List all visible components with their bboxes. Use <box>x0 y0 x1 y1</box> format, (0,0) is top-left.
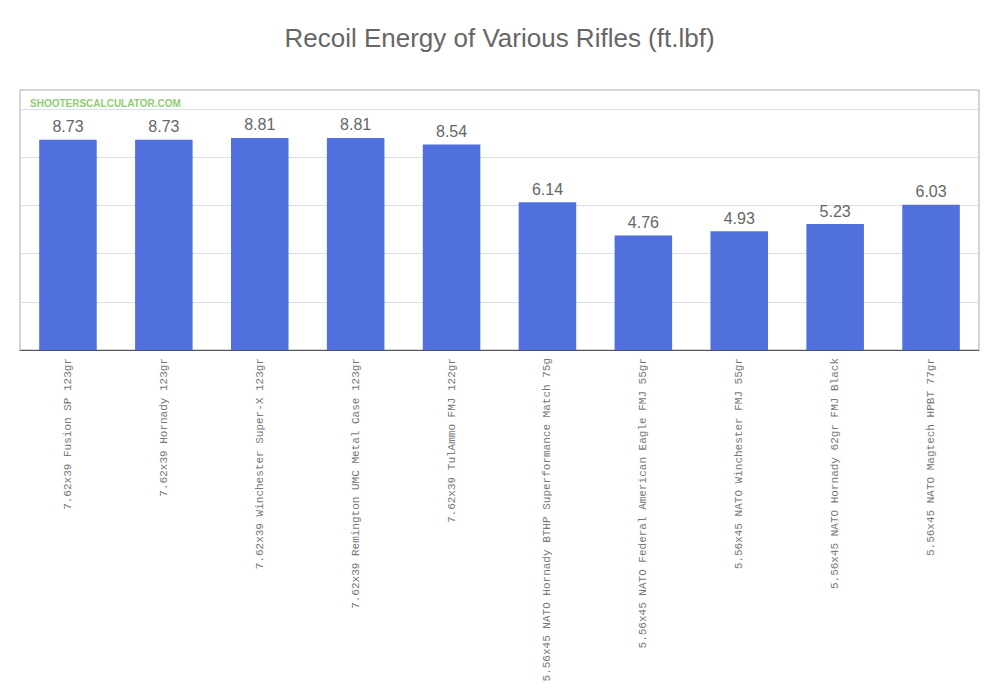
svg-text:8.73: 8.73 <box>52 118 83 135</box>
svg-text:4.76: 4.76 <box>628 214 659 231</box>
svg-text:7.62x39 Winchester Super-X 123: 7.62x39 Winchester Super-X 123gr <box>254 358 266 569</box>
svg-text:SHOOTERSCALCULATOR.COM: SHOOTERSCALCULATOR.COM <box>30 98 181 109</box>
svg-text:8.54: 8.54 <box>436 123 467 140</box>
svg-text:5.56x45 NATO Magtech HPBT 77gr: 5.56x45 NATO Magtech HPBT 77gr <box>925 358 937 556</box>
svg-text:7.62x39 Fusion SP 123gr: 7.62x39 Fusion SP 123gr <box>62 358 74 510</box>
svg-text:4.93: 4.93 <box>724 210 755 227</box>
svg-text:8.81: 8.81 <box>340 116 371 133</box>
svg-text:6.03: 6.03 <box>915 183 946 200</box>
svg-text:5.56x45 NATO Winchester FMJ 55: 5.56x45 NATO Winchester FMJ 55gr <box>733 358 745 569</box>
svg-text:5.56x45 NATO Federal American: 5.56x45 NATO Federal American Eagle FMJ … <box>637 358 649 648</box>
svg-text:5.56x45 NATO Hornady BTHP Supe: 5.56x45 NATO Hornady BTHP Superformance … <box>541 358 553 681</box>
svg-text:7.62x39 Remington UMC Metal Ca: 7.62x39 Remington UMC Metal Case 123gr <box>350 358 362 609</box>
svg-text:8.81: 8.81 <box>244 116 275 133</box>
svg-text:7.62x39 Hornady 123gr: 7.62x39 Hornady 123gr <box>158 358 170 497</box>
svg-text:5.56x45 NATO Hornady 62gr FMJ: 5.56x45 NATO Hornady 62gr FMJ Black <box>829 358 841 589</box>
svg-text:6.14: 6.14 <box>532 181 563 198</box>
svg-text:7.62x39 TulAmmo FMJ 122gr: 7.62x39 TulAmmo FMJ 122gr <box>446 358 458 523</box>
svg-text:Recoil Energy of Various Rifle: Recoil Energy of Various Rifles (ft.lbf) <box>284 23 714 53</box>
svg-text:5.23: 5.23 <box>820 203 851 220</box>
svg-text:8.73: 8.73 <box>148 118 179 135</box>
